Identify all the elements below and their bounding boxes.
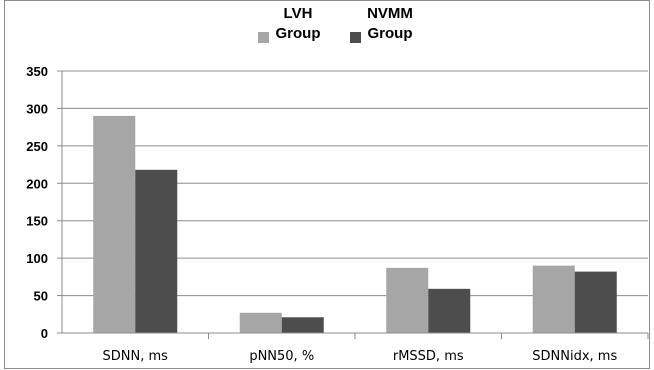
legend-label: NVMM (367, 5, 413, 22)
x-category-label: SDNNidx, ms (532, 349, 617, 364)
bar-rmssd-lvh (386, 267, 429, 333)
y-tick-label: 300 (26, 101, 48, 116)
axes (57, 71, 649, 339)
legend-label: LVH (284, 5, 313, 22)
legend-label: Group (368, 25, 413, 42)
y-tick-label: 350 (26, 64, 48, 79)
y-axis-ticks: 0 50 100 150 200 250 300 350 (26, 64, 62, 341)
bar-sdnn-lvh (93, 115, 136, 334)
x-category-label: rMSSD, ms (393, 349, 464, 364)
legend-swatch (350, 32, 361, 43)
legend-label: Group (276, 25, 321, 42)
y-tick-label: 200 (26, 176, 48, 191)
x-axis-labels: SDNN, ms pNN50, % rMSSD, ms SDNNidx, ms (103, 349, 618, 364)
bar-sdnnidx-nvmm (574, 271, 617, 333)
y-tick-label: 250 (26, 139, 48, 154)
bar-pnn50-nvmm (281, 317, 324, 333)
bar-sdnnidx-lvh (532, 265, 575, 333)
legend: LVH Group NVMM Group (258, 5, 413, 43)
bars (93, 115, 617, 334)
chart-border (4, 0, 650, 369)
x-category-label: SDNN, ms (103, 349, 169, 364)
bar-sdnn-nvmm (135, 169, 178, 333)
legend-swatch (258, 32, 269, 43)
bar-pnn50-lvh (239, 312, 282, 333)
y-tick-label: 100 (26, 251, 48, 266)
y-tick-label: 150 (26, 214, 48, 229)
y-tick-label: 0 (41, 326, 48, 341)
bar-rmssd-nvmm (428, 288, 471, 333)
y-tick-label: 50 (34, 289, 48, 304)
x-category-label: pNN50, % (249, 349, 314, 364)
